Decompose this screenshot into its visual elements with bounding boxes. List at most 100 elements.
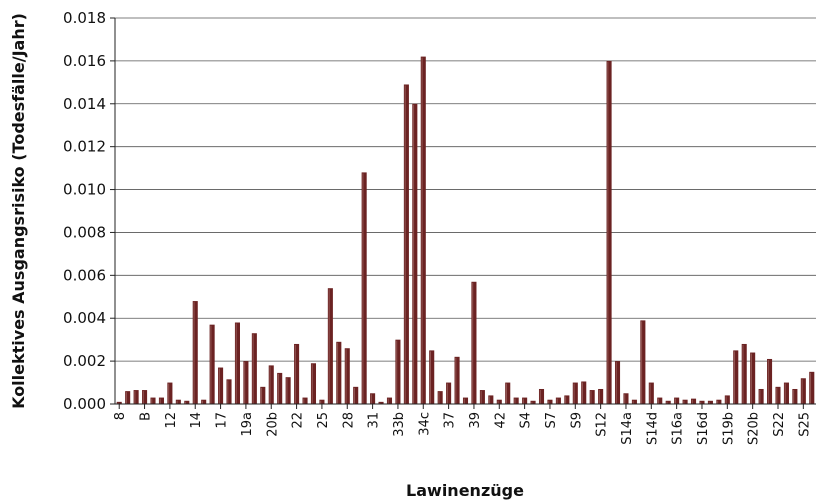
- bar-highlight: [303, 398, 305, 404]
- bar: [716, 399, 722, 404]
- bar-highlight: [379, 402, 381, 404]
- bar: [496, 399, 502, 404]
- bar-highlight: [641, 321, 643, 404]
- bar: [665, 400, 671, 404]
- bar: [251, 333, 257, 404]
- bar: [674, 397, 680, 404]
- bar-highlight: [455, 357, 457, 404]
- bar: [623, 393, 629, 404]
- bar-highlight: [370, 394, 372, 404]
- bar: [538, 388, 545, 404]
- bar-highlight: [142, 391, 144, 404]
- x-tick-label: S16a: [671, 412, 686, 445]
- x-tick-label: 8: [113, 412, 128, 420]
- bar-highlight: [218, 368, 220, 404]
- bar-highlight: [168, 383, 170, 404]
- x-tick-label: S22: [772, 412, 787, 437]
- bar-highlight: [708, 401, 710, 404]
- y-tick-label: 0.014: [63, 95, 106, 113]
- bar: [572, 382, 578, 404]
- bar-highlight: [294, 344, 296, 404]
- bar-highlight: [717, 400, 719, 404]
- bar-highlight: [742, 344, 744, 404]
- bar-highlight: [624, 394, 626, 404]
- x-tick-label: S4: [519, 412, 534, 429]
- bar-highlight: [480, 391, 482, 404]
- y-tick-label: 0.006: [63, 266, 106, 284]
- bar-highlight: [691, 399, 693, 404]
- bar: [648, 382, 654, 404]
- x-tick-label: 31: [367, 412, 382, 429]
- bar-highlight: [438, 392, 440, 404]
- bar-highlight: [801, 379, 803, 404]
- bar: [454, 356, 460, 404]
- bar-highlight: [725, 396, 727, 404]
- bar: [471, 281, 477, 404]
- bar: [657, 397, 663, 404]
- bar-highlight: [497, 400, 499, 404]
- bar: [378, 401, 384, 404]
- bar-highlight: [767, 359, 769, 404]
- bar: [319, 399, 325, 404]
- bar: [243, 361, 249, 404]
- bar-highlight: [421, 57, 423, 404]
- bar-highlight: [345, 349, 347, 404]
- bar-highlight: [522, 398, 524, 404]
- bar: [218, 367, 224, 404]
- bar-highlight: [396, 340, 398, 404]
- bar-highlight: [151, 398, 153, 404]
- bar-highlight: [320, 400, 322, 404]
- bar-highlight: [387, 398, 389, 404]
- x-tick-label: 12: [164, 412, 179, 429]
- bar-highlight: [176, 400, 178, 404]
- y-tick-label: 0.018: [63, 9, 106, 27]
- bar-highlight: [286, 378, 288, 404]
- bar: [142, 390, 148, 404]
- x-tick-label: 34c: [417, 412, 432, 436]
- bar-highlight: [134, 391, 136, 404]
- x-tick-label: S9: [569, 412, 584, 429]
- bar: [691, 398, 697, 404]
- bar: [783, 382, 789, 404]
- bar: [175, 399, 181, 404]
- bar-highlight: [227, 380, 229, 404]
- y-tick-label: 0.004: [63, 309, 106, 327]
- bar: [361, 172, 367, 404]
- bar: [581, 381, 587, 404]
- bar: [446, 382, 452, 404]
- bar-highlight: [328, 289, 330, 404]
- bar-highlight: [252, 334, 254, 404]
- bar: [775, 386, 781, 404]
- bar-highlight: [125, 392, 127, 404]
- bar: [606, 60, 612, 404]
- y-tick-label: 0.008: [63, 223, 106, 241]
- bar: [437, 391, 443, 404]
- bar-highlight: [235, 323, 237, 404]
- bar: [741, 343, 747, 404]
- bar: [268, 365, 274, 404]
- bar: [302, 397, 308, 404]
- bar-highlight: [193, 302, 195, 404]
- bar-highlight: [429, 351, 431, 404]
- bar: [614, 361, 621, 404]
- bar: [429, 350, 435, 404]
- gridlines: [115, 17, 816, 362]
- bar: [395, 339, 401, 404]
- y-tick-label: 0.012: [63, 138, 106, 156]
- bar: [479, 390, 485, 404]
- bar-highlight: [573, 383, 575, 404]
- bar: [598, 388, 604, 404]
- bar-highlight: [277, 373, 279, 404]
- x-tick-label: S20b: [747, 412, 762, 445]
- bar: [792, 388, 798, 404]
- bar-highlight: [759, 389, 761, 404]
- bar-highlight: [548, 400, 550, 404]
- bar: [682, 399, 688, 404]
- bar: [724, 395, 730, 404]
- bar-highlight: [244, 362, 246, 404]
- bar: [513, 397, 519, 404]
- bar: [116, 401, 122, 404]
- bar: [370, 393, 376, 404]
- bar: [125, 391, 131, 404]
- bar: [209, 324, 215, 404]
